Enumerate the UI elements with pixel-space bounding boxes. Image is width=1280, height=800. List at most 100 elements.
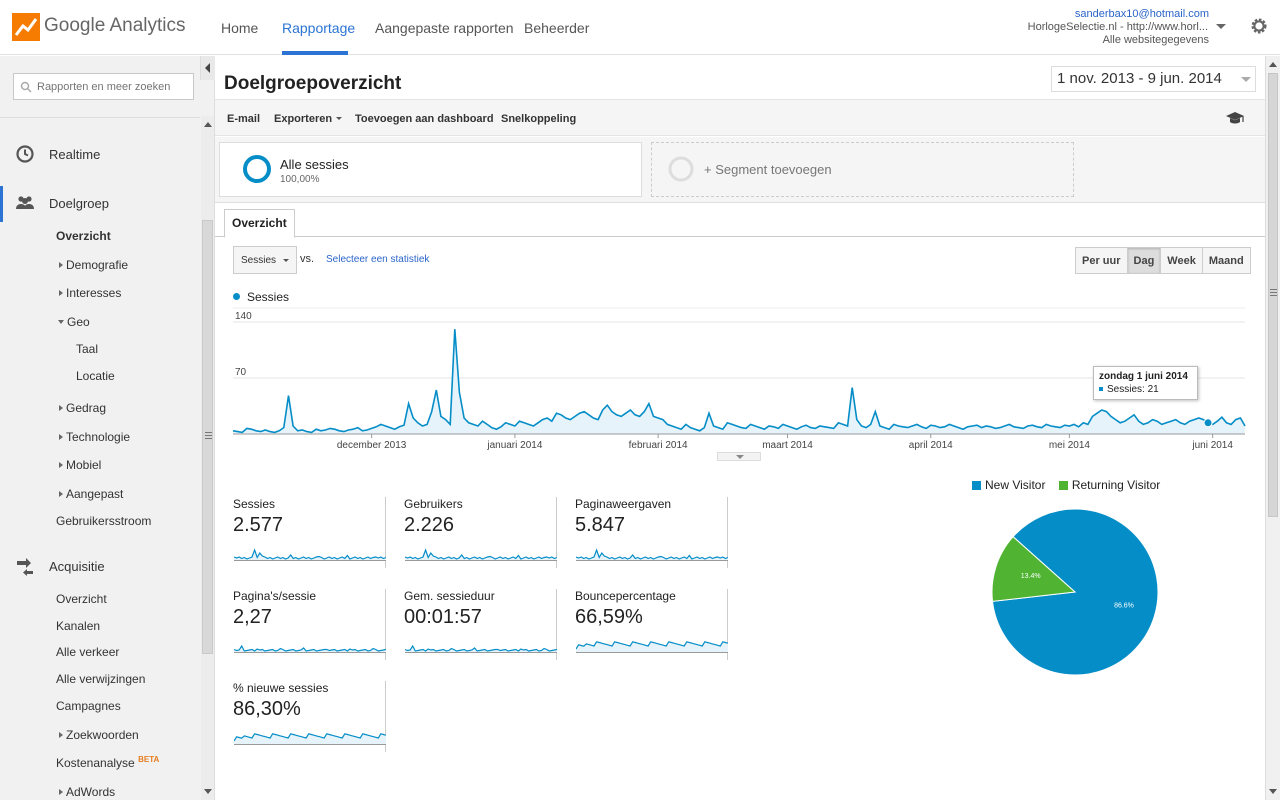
metric-sparkline [234,644,386,653]
segment-ring-icon [243,155,271,183]
sidebar-item-users-flow[interactable]: Gebruikersstroom [56,514,152,528]
sidebar-item-cost-analysis[interactable]: Kostenanalyse BETA [56,755,159,770]
date-range-picker[interactable]: 1 nov. 2013 - 9 jun. 2014 [1051,66,1256,92]
week-button[interactable]: Week [1160,248,1202,273]
nav-admin[interactable]: Beheerder [524,20,590,36]
gear-icon[interactable] [1250,17,1268,35]
metric-card-bounce-rate[interactable]: Bouncepercentage 66,59% [575,589,728,660]
sidebar-item-realtime[interactable]: Realtime [49,147,101,162]
segment-bar: Alle sessies 100,00% + Segment toevoegen [215,137,1265,203]
nav-home[interactable]: Home [221,20,259,36]
page-title: Doelgroepoverzicht [224,73,402,94]
metric-card-pages-per-session[interactable]: Pagina's/sessie 2,27 [233,589,386,660]
caret-right-icon [59,405,63,411]
graduation-cap-icon[interactable] [1225,110,1245,126]
metric-label: Sessies [233,497,276,511]
sidebar-item-campaigns[interactable]: Campagnes [56,699,121,713]
x-tick-label: mei 2014 [1049,440,1091,451]
y-tick-label: 140 [235,311,252,322]
sidebar-item-audience-overview[interactable]: Overzicht [56,229,111,243]
main-scrollbar[interactable] [1265,56,1280,800]
sidebar-item-technology[interactable]: Technologie [59,430,130,444]
collapse-sidebar-button[interactable] [200,56,215,80]
account-view[interactable]: Alle websitegegevens [1102,34,1209,46]
account-email[interactable]: sanderbax10@hotmail.com [1074,8,1209,20]
sidebar-item-label: Geo [67,315,90,329]
segment-all-sessions[interactable]: Alle sessies 100,00% [219,142,642,197]
sidebar-item-geo[interactable]: Geo [58,315,90,329]
metric-sparkline [234,548,386,561]
tab-overview[interactable]: Overzicht [224,209,295,238]
metric-card-pageviews[interactable]: Paginaweergaven 5.847 [575,497,728,568]
metric-label: Bouncepercentage [575,589,676,603]
sidebar-item-all-traffic[interactable]: Alle verkeer [56,645,120,659]
sidebar-scrollbar[interactable] [201,116,214,800]
sidebar-item-interests[interactable]: Interesses [59,286,121,300]
chevron-left-icon [205,63,210,73]
metric-card-sessions[interactable]: Sessies 2.577 [233,497,386,568]
chevron-down-icon [1241,77,1251,82]
granularity-toggle: Per uur Dag Week Maand [1075,247,1251,274]
nav-reports[interactable]: Rapportage [282,20,356,36]
email-button[interactable]: E-mail [227,113,261,125]
metric-sparkline [576,641,728,653]
nav-active-indicator [282,51,348,55]
account-chevron-down-icon[interactable] [1216,24,1226,29]
add-to-dashboard-button[interactable]: Toevoegen aan dashboard [355,113,494,125]
beta-badge: BETA [138,755,160,764]
sidebar-item-label: Zoekwoorden [66,728,139,742]
scroll-up-icon[interactable] [204,122,212,127]
segment-ring-empty-icon [668,156,694,182]
google-analytics-logo[interactable] [12,13,40,41]
sessions-line-chart[interactable]: 70 140 december 2013 januari 2014 februari 2… [232,307,1246,456]
sidebar-item-language[interactable]: Taal [76,342,99,356]
caret-down-icon [58,320,64,324]
scroll-up-icon[interactable] [1269,62,1277,67]
sidebar-item-custom[interactable]: Aangepast [59,487,123,501]
sidebar-item-all-referrals[interactable]: Alle verwijzingen [56,672,146,686]
audience-people-icon [16,196,34,209]
sidebar-item-location[interactable]: Locatie [76,369,115,383]
day-button[interactable]: Dag [1126,248,1161,273]
main-scrollbar-thumb[interactable] [1268,73,1278,517]
sidebar-scrollbar-thumb[interactable] [202,220,213,654]
metric-card-avg-session-duration[interactable]: Gem. sessieduur 00:01:57 [404,589,557,660]
sidebar-item-audience[interactable]: Doelgroep [49,196,109,211]
caret-right-icon [59,491,63,497]
account-property[interactable]: HorlogeSelectie.nl - http://www.horl... [1027,21,1208,33]
scroll-down-icon[interactable] [1269,789,1277,794]
sidebar-item-acquisition[interactable]: Acquisitie [49,559,105,574]
chart-tooltip: zondag 1 juni 2014 Sessies: 21 [1093,366,1198,400]
chevron-down-icon [283,259,289,262]
chart-resize-handle[interactable] [717,452,761,461]
select-statistic-link[interactable]: Selecteer een statistiek [326,254,430,265]
sidebar-item-acquisition-overview[interactable]: Overzicht [56,592,107,606]
sidebar-item-demographics[interactable]: Demografie [59,258,128,272]
sidebar-item-channels[interactable]: Kanalen [56,619,101,633]
metric-card-users[interactable]: Gebruikers 2.226 [404,497,557,568]
month-button[interactable]: Maand [1201,248,1250,273]
sparkline-area [576,641,728,653]
nav-custom-reports[interactable]: Aangepaste rapporten [375,20,514,36]
export-button[interactable]: Exporteren [274,113,343,125]
add-segment-button[interactable]: + Segment toevoegen [651,142,1074,197]
chevron-down-icon [736,455,744,459]
scroll-down-icon[interactable] [204,789,212,794]
metric-select[interactable]: Sessies [233,246,297,274]
search-input[interactable] [37,78,187,95]
divider [0,117,200,118]
sidebar-item-adwords[interactable]: AdWords [59,785,115,799]
legend-label-returning: Returning Visitor [1071,478,1161,492]
visitor-type-pie-chart[interactable]: 86.6% 13.4% [991,508,1159,676]
x-tick-label: december 2013 [337,440,407,451]
shortcut-button[interactable]: Snelkoppeling [501,113,577,125]
sidebar-item-keywords[interactable]: Zoekwoorden [59,728,139,742]
sidebar-item-mobile[interactable]: Mobiel [59,458,101,472]
top-bar: Google Analytics Home Rapportage Aangepa… [0,0,1280,55]
search-box[interactable] [13,73,194,100]
pie-legend-returning: Returning Visitor [1058,478,1161,492]
sparkline-area [234,733,386,745]
metric-card-new-sessions[interactable]: % nieuwe sessies 86,30% [233,681,386,752]
hourly-button[interactable]: Per uur [1082,255,1121,267]
sidebar-item-behavior[interactable]: Gedrag [59,401,106,415]
